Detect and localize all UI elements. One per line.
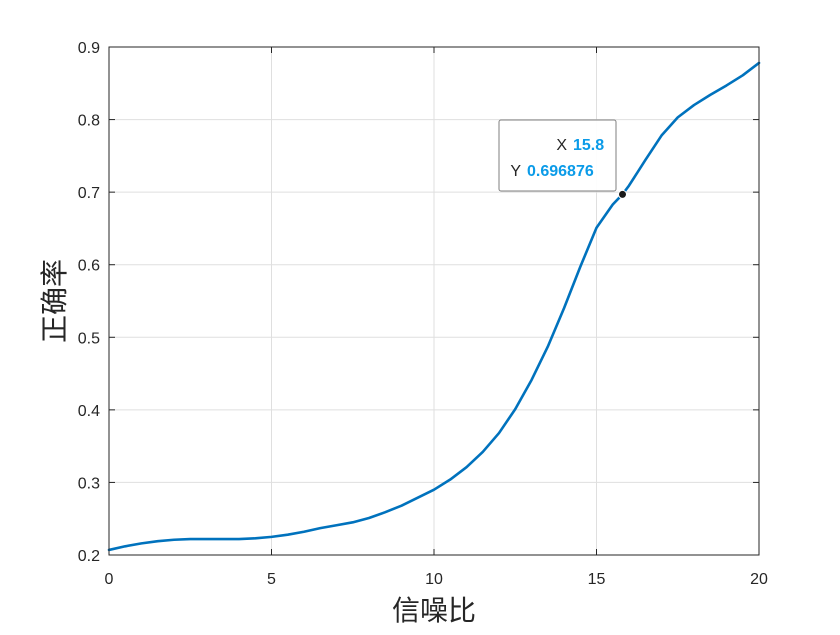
x-tick-label: 20 bbox=[750, 571, 768, 588]
axes bbox=[108, 46, 760, 556]
y-tick-label: 0.6 bbox=[78, 258, 100, 275]
datatip[interactable]: X 15.8 Y 0.696876 bbox=[498, 119, 627, 199]
x-tick-label: 0 bbox=[105, 571, 114, 588]
x-tick-label: 15 bbox=[588, 571, 606, 588]
series-line bbox=[107, 61, 761, 552]
x-tick-label: 5 bbox=[267, 571, 276, 588]
x-tick-label: 10 bbox=[425, 571, 443, 588]
datatip-x-key: X bbox=[556, 137, 567, 154]
series-layer bbox=[107, 61, 761, 552]
datatip-y-key: Y bbox=[510, 163, 521, 180]
y-tick-label: 0.7 bbox=[78, 185, 100, 202]
datatip-marker[interactable] bbox=[618, 189, 627, 199]
y-tick-label: 0.3 bbox=[78, 475, 100, 492]
datatip-y-value: 0.696876 bbox=[527, 163, 594, 180]
y-tick-label: 0.5 bbox=[78, 330, 100, 347]
y-tick-label: 0.9 bbox=[78, 40, 100, 57]
tick-labels: 0 5 10 15 20 0.2 0.3 0.4 0.5 0.6 0.7 0.8 0.9 bbox=[78, 40, 768, 588]
datatip-x-value: 15.8 bbox=[573, 137, 604, 154]
x-axis-title: 信噪比 bbox=[392, 594, 476, 627]
y-tick-label: 0.8 bbox=[78, 113, 100, 130]
datatip-box bbox=[498, 119, 617, 192]
y-tick-label: 0.2 bbox=[78, 548, 100, 565]
y-tick-label: 0.4 bbox=[78, 403, 100, 420]
y-axis-title: 正确率 bbox=[38, 259, 71, 343]
